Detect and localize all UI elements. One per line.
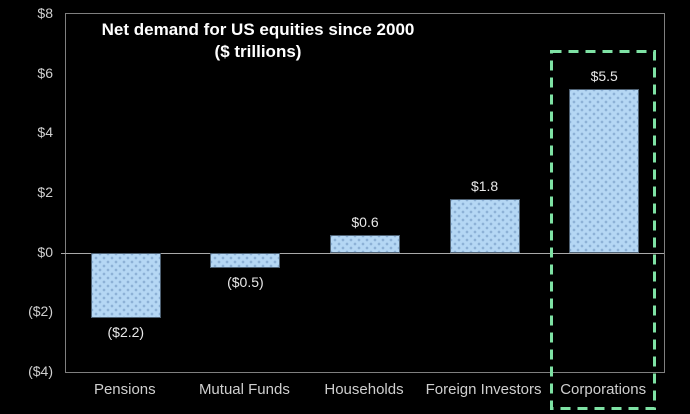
x-tick-label-corporations: Corporations bbox=[560, 381, 647, 398]
chart-title-line2: ($ trillions) bbox=[214, 42, 302, 61]
bar-households bbox=[330, 234, 400, 253]
zero-line bbox=[66, 252, 664, 254]
x-tick-label-pensions: Pensions bbox=[93, 381, 156, 398]
bar-foreign-investors bbox=[449, 198, 520, 253]
value-label-mutual-funds: ($0.5) bbox=[227, 273, 264, 290]
y-tick-label--2-: ($2) bbox=[28, 303, 53, 320]
plot-area: ($2.2) ($0.5) $0.6 $1.8 $5.5 bbox=[65, 13, 665, 373]
y-tick-label--0: $0 bbox=[37, 243, 53, 260]
y-tick-label--8: $8 bbox=[37, 5, 53, 21]
value-label-pensions: ($2.2) bbox=[107, 324, 145, 341]
chart-title: Net demand for US equities since 2000 ($… bbox=[80, 19, 436, 63]
bar-pensions bbox=[90, 252, 161, 319]
value-label-foreign-investors: $1.8 bbox=[470, 177, 499, 194]
y-tick-label--4: $4 bbox=[37, 124, 53, 141]
x-tick-label-foreign-investors: Foreign Investors bbox=[425, 381, 542, 398]
value-label-corporations: $5.5 bbox=[590, 67, 618, 84]
value-label-households: $0.6 bbox=[351, 213, 379, 230]
bar-mutual-funds bbox=[210, 252, 281, 268]
y-tick-label--2: $2 bbox=[37, 184, 53, 200]
x-tick-label-mutual-funds: Mutual Funds bbox=[198, 381, 290, 398]
y-tick-label--6: $6 bbox=[37, 64, 53, 81]
chart-title-line1: Net demand for US equities since 2000 bbox=[101, 20, 415, 39]
x-tick-label-households: Households bbox=[324, 381, 404, 398]
y-axis: $8 $6 $4 $2 $0 ($2) ($4) bbox=[0, 0, 57, 414]
y-tick-label--4-: ($4) bbox=[28, 363, 53, 379]
zero-axis-tick bbox=[61, 252, 66, 254]
bar-corporations bbox=[569, 88, 640, 253]
x-axis: Pensions Mutual Funds Households Foreign In… bbox=[65, 380, 663, 400]
